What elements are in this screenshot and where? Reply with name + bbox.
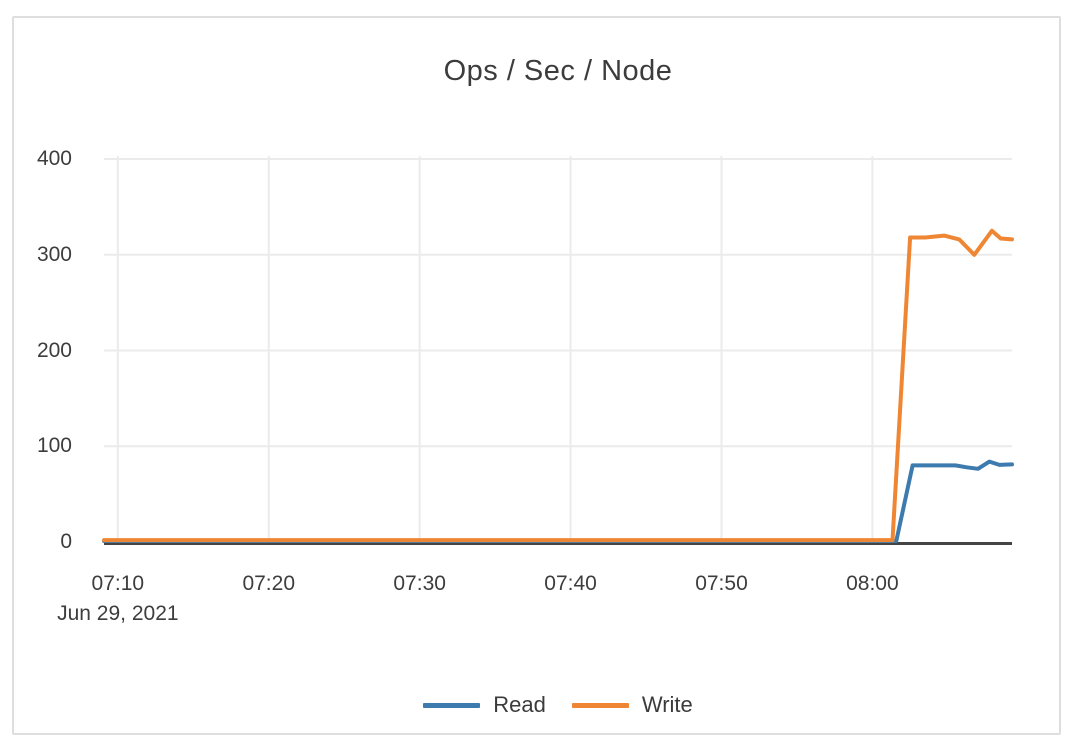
- x-tick-label: 07:40: [544, 572, 597, 595]
- y-tick-label: 400: [36, 147, 72, 170]
- x-tick-label: 07:30: [393, 572, 446, 595]
- legend-item-read[interactable]: Read: [423, 692, 546, 718]
- y-tick-label: 100: [36, 434, 72, 458]
- legend-label: Read: [493, 692, 546, 717]
- x-tick-label: 07:50: [695, 572, 748, 595]
- x-axis-date-label: Jun 29, 2021: [57, 602, 179, 625]
- series-line-write: [102, 228, 1014, 543]
- x-tick-label: 08:00: [846, 572, 899, 595]
- series-line-read: [102, 459, 1014, 543]
- y-tick-label: 200: [36, 338, 72, 362]
- legend: Read Write: [104, 692, 1012, 718]
- legend-item-write[interactable]: Write: [571, 692, 693, 718]
- x-tick-label: 07:10: [91, 572, 145, 595]
- legend-line-swatch-write: [571, 702, 629, 708]
- x-tick-label: 07:20: [242, 572, 296, 595]
- chart-card: [12, 16, 1061, 735]
- legend-label: Write: [641, 692, 693, 717]
- chart-title: Ops / Sec / Node: [443, 55, 673, 87]
- y-tick-label: 0: [60, 530, 72, 553]
- y-tick-label: 300: [36, 242, 72, 266]
- legend-line-swatch-read: [423, 702, 481, 708]
